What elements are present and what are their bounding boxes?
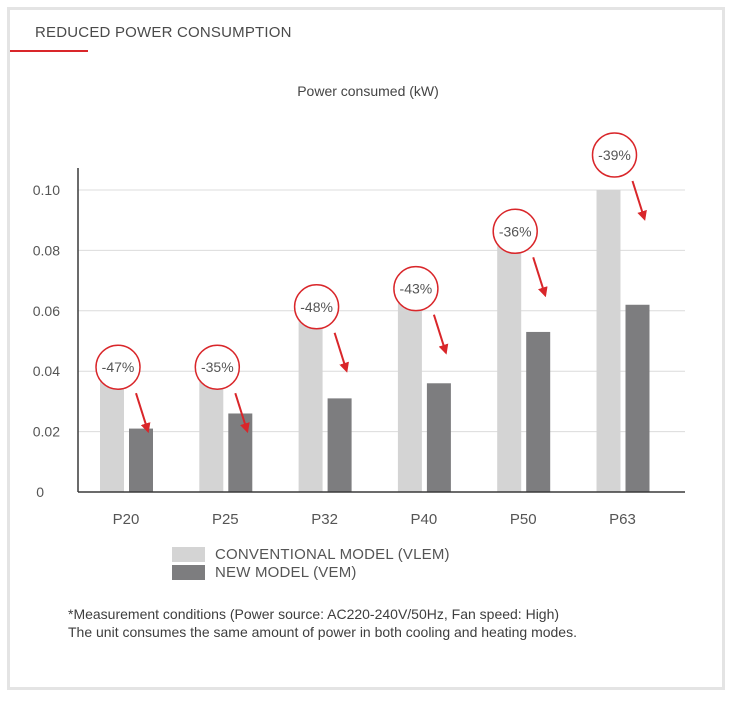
- percent-circle: [95, 344, 141, 390]
- bar-conventional: [497, 235, 522, 493]
- bar-new: [228, 413, 253, 492]
- percent-circle: [591, 132, 638, 178]
- chart-legend: CONVENTIONAL MODEL (VLEM) NEW MODEL (VEM…: [172, 545, 450, 581]
- x-tick-label: P20: [113, 511, 140, 528]
- percent-label: -36%: [499, 223, 532, 239]
- bar-conventional: [596, 190, 621, 492]
- footnote-line-2: The unit consumes the same amount of pow…: [68, 624, 577, 640]
- bar-conventional: [100, 371, 124, 492]
- measurement-footnote: *Measurement conditions (Power source: A…: [68, 605, 577, 641]
- x-tick-label: P40: [411, 511, 438, 528]
- chart-title: Power consumed (kW): [297, 83, 439, 99]
- legend-swatch-conventional: [172, 546, 205, 562]
- reduction-arrow: [333, 332, 349, 373]
- bar-new: [129, 428, 153, 492]
- footnote-line-1: *Measurement conditions (Power source: A…: [68, 606, 560, 622]
- reduction-arrow: [532, 256, 548, 298]
- x-tick-label: P32: [311, 511, 338, 528]
- percent-circle: [293, 284, 340, 330]
- percent-label: -39%: [598, 147, 631, 163]
- percent-label: -47%: [102, 359, 135, 375]
- percent-circle: [393, 265, 439, 312]
- bar-new: [526, 331, 551, 492]
- y-tick-label: 0.10: [33, 182, 60, 198]
- title-accent-rule: [10, 50, 88, 52]
- legend-label-conventional: CONVENTIONAL MODEL (VLEM): [215, 545, 450, 563]
- bar-conventional: [397, 292, 422, 492]
- reduction-arrow: [432, 314, 449, 355]
- x-tick-label: P50: [510, 511, 537, 528]
- legend-item-conventional: CONVENTIONAL MODEL (VLEM): [172, 545, 450, 563]
- percent-label: -35%: [201, 359, 234, 375]
- reduction-arrow: [135, 392, 151, 434]
- reduction-arrow: [234, 392, 250, 434]
- power-chart: Power consumed (kW) 0 0.02 0.04 0.06 0.08 0.10…: [33, 83, 685, 528]
- bar-new: [426, 383, 451, 492]
- bar-conventional: [199, 371, 224, 492]
- bar-new: [625, 304, 650, 492]
- x-tick-label: P63: [609, 511, 636, 528]
- y-tick-label: 0.04: [33, 363, 60, 379]
- bar-conventional: [298, 310, 323, 492]
- y-tick-label: 0.06: [33, 303, 60, 319]
- percent-label: -48%: [300, 299, 333, 315]
- percent-circle: [194, 344, 241, 390]
- reduction-arrow: [631, 180, 647, 221]
- bar-new: [327, 398, 352, 492]
- legend-label-new: NEW MODEL (VEM): [215, 563, 357, 581]
- legend-swatch-new: [172, 564, 205, 580]
- y-tick-label: 0.02: [33, 424, 60, 440]
- x-tick-label: P25: [212, 511, 239, 528]
- percent-circle: [492, 208, 538, 255]
- legend-item-new: NEW MODEL (VEM): [172, 563, 450, 581]
- y-tick-label: 0: [36, 484, 44, 500]
- section-title: REDUCED POWER CONSUMPTION: [35, 24, 292, 41]
- percent-label: -43%: [400, 281, 433, 297]
- y-tick-label: 0.08: [33, 242, 60, 258]
